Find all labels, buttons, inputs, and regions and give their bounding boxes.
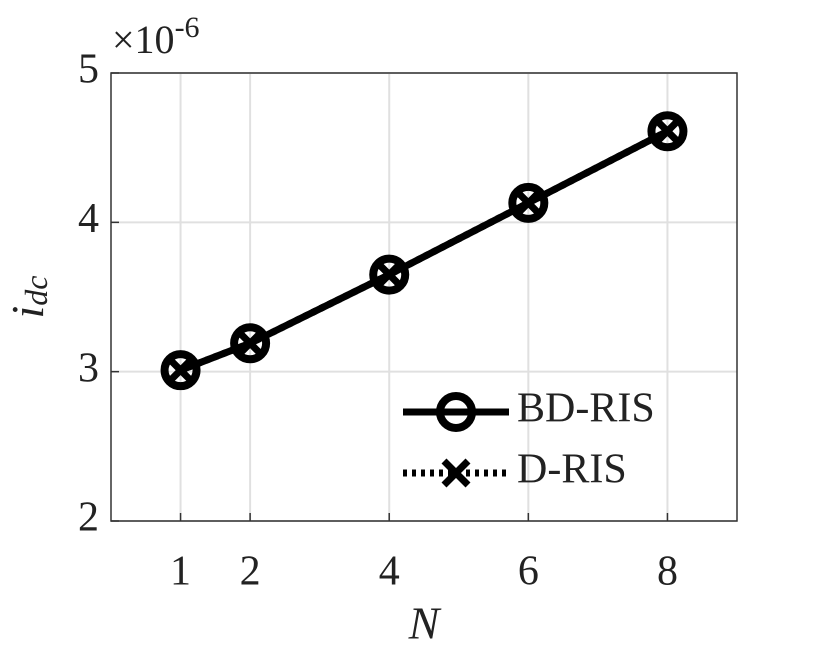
marker — [166, 355, 196, 385]
y-tick-label: 2 — [78, 495, 99, 541]
y-axis-label-main: i — [2, 306, 53, 319]
legend-marker — [441, 458, 471, 488]
y-tick-label: 3 — [78, 345, 99, 391]
x-tick-label: 1 — [170, 549, 191, 595]
y-multiplier-base: ×10 — [112, 17, 175, 62]
marker — [513, 188, 543, 218]
y-multiplier-exponent: -6 — [175, 11, 200, 44]
marker — [160, 350, 201, 391]
y-axis-label-subscript: dc — [18, 276, 54, 306]
legend-label: D-RIS — [517, 447, 627, 493]
y-axis-label: idc — [2, 276, 55, 319]
x-tick-label: 8 — [657, 549, 678, 595]
marker — [235, 328, 265, 358]
y-tick-label: 5 — [78, 47, 99, 93]
marker — [230, 323, 271, 364]
x-tick-label: 6 — [518, 549, 539, 595]
legend-marker — [436, 392, 476, 432]
x-tick-label: 2 — [240, 549, 261, 595]
marker — [369, 254, 410, 295]
marker — [652, 116, 682, 146]
marker — [647, 111, 688, 152]
x-tick-label: 4 — [379, 549, 400, 595]
marker — [374, 260, 404, 290]
x-axis-label: N — [408, 598, 442, 649]
marker — [508, 182, 549, 223]
axes-box — [110, 72, 738, 522]
y-multiplier: ×10-6 — [112, 11, 200, 62]
y-tick-label: 4 — [78, 196, 99, 242]
legend-label: BD-RIS — [517, 386, 655, 432]
